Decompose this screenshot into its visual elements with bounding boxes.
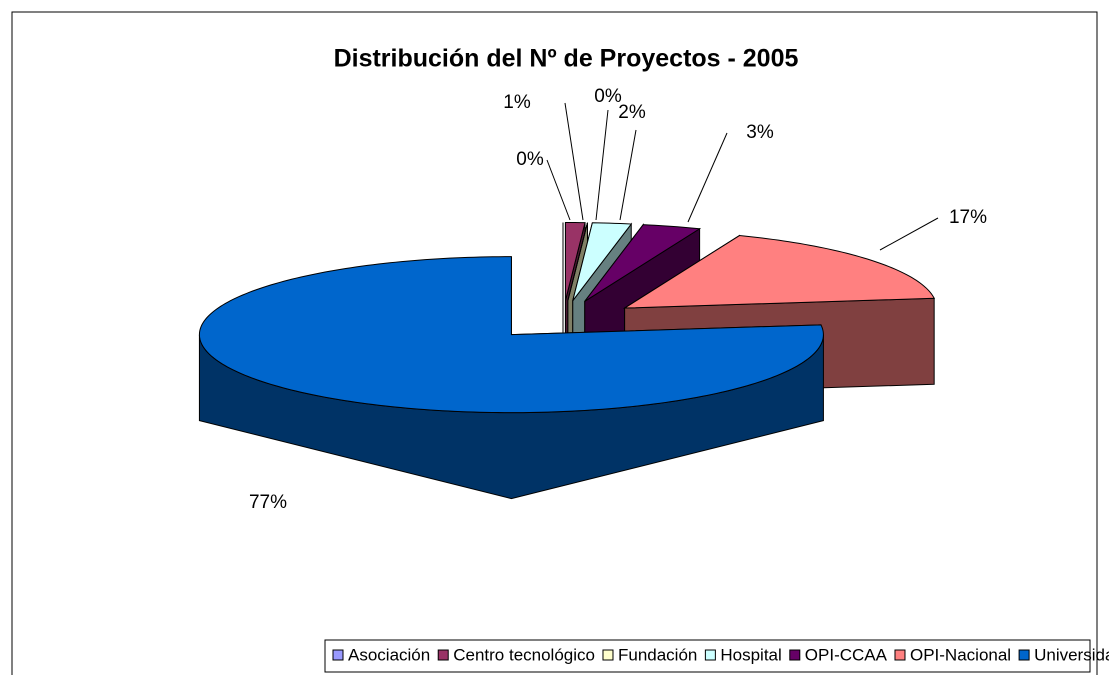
legend-label: Asociación	[348, 645, 430, 664]
slice	[198, 256, 824, 500]
legend-label: OPI-Nacional	[910, 645, 1011, 664]
legend-swatch	[894, 649, 906, 661]
leader-line	[564, 102, 584, 221]
data-label: 17%	[949, 207, 987, 228]
slice	[622, 235, 935, 309]
legend-swatch	[704, 649, 716, 661]
slice	[572, 222, 633, 301]
legend-swatch	[602, 649, 614, 661]
slice	[567, 222, 588, 301]
legend-label: Universidad	[1034, 645, 1109, 664]
data-label: 3%	[746, 122, 774, 143]
legend-label: Fundación	[618, 645, 697, 664]
legend-label: Centro tecnológico	[453, 645, 595, 664]
data-label: 2%	[618, 102, 646, 123]
slice	[564, 222, 586, 301]
legend-swatch	[332, 649, 344, 661]
legend-swatch	[1018, 649, 1030, 661]
leader-line	[687, 132, 728, 223]
leader-line	[879, 217, 939, 251]
data-label: 0%	[594, 86, 622, 107]
leader-line	[595, 109, 609, 221]
legend-swatch	[437, 649, 449, 661]
leader-line	[546, 159, 571, 221]
leader-line	[619, 129, 637, 221]
legend-label: Hospital	[720, 645, 781, 664]
legend-label: OPI-CCAA	[805, 645, 888, 664]
chart-title: Distribución del Nº de Proyectos - 2005	[334, 45, 799, 73]
slice	[584, 224, 702, 302]
data-label: 77%	[249, 492, 287, 513]
data-label: 1%	[503, 92, 531, 113]
chart-frame	[11, 11, 1098, 675]
slice	[198, 256, 824, 414]
legend-swatch	[789, 649, 801, 661]
data-label: 0%	[516, 149, 544, 170]
